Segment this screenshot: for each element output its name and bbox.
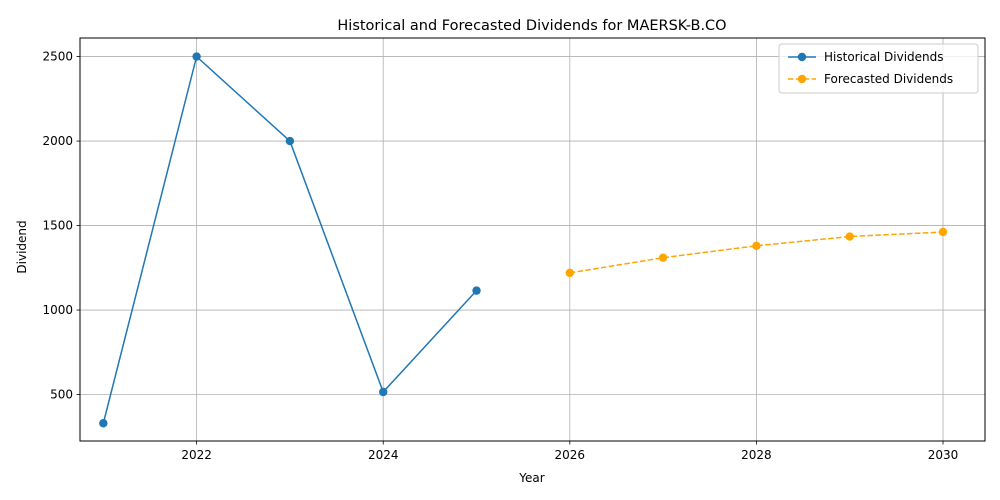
y-axis-label: Dividend — [15, 220, 29, 273]
y-tick-label: 2500 — [42, 50, 73, 64]
data-point — [845, 232, 854, 241]
legend-marker-1 — [797, 74, 807, 84]
y-tick-label: 500 — [50, 388, 73, 402]
x-tick-label: 2028 — [741, 448, 772, 462]
legend-label-0: Historical Dividends — [824, 50, 944, 64]
data-point — [938, 227, 948, 237]
y-tick-label: 1500 — [42, 219, 73, 233]
plot-frame — [79, 37, 986, 442]
legend: Historical Dividends Forecasted Dividends — [778, 43, 979, 94]
legend-box — [778, 43, 979, 94]
data-point — [565, 268, 575, 278]
data-point — [752, 241, 761, 251]
x-tick-label: 2022 — [181, 448, 212, 462]
axis-ticks: 2022 2024 2026 2028 2030 500 1000 1500 2000 2500 — [42, 50, 958, 462]
series-lines — [99, 52, 948, 428]
data-point — [99, 419, 108, 428]
x-tick-label: 2024 — [368, 448, 399, 462]
legend-label-1: Forecasted Dividends — [824, 72, 953, 86]
data-point — [192, 52, 201, 61]
x-axis-label: Year — [518, 471, 544, 485]
x-tick-label: 2026 — [555, 448, 586, 462]
legend-marker-0 — [797, 52, 807, 62]
chart-title: Historical and Forecasted Dividends for … — [337, 18, 726, 34]
series-line-1 — [569, 231, 944, 274]
data-point — [658, 253, 668, 262]
data-point — [472, 286, 481, 295]
data-point — [285, 136, 295, 146]
y-tick-label: 1000 — [42, 303, 73, 317]
data-point — [379, 387, 388, 397]
series-line-0 — [102, 55, 478, 424]
x-tick-label: 2030 — [928, 448, 959, 462]
y-tick-label: 2000 — [42, 134, 73, 148]
